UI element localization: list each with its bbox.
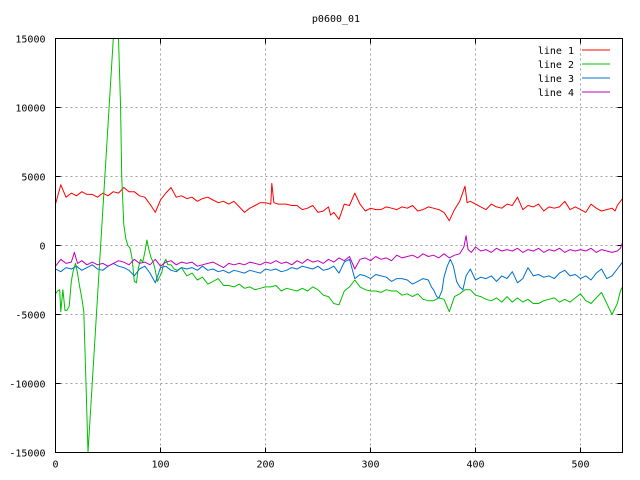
legend-label: line 2 — [538, 60, 574, 71]
legend-label: line 1 — [538, 46, 574, 57]
series-line-4 — [55, 235, 623, 270]
x-tick-label: 400 — [466, 460, 484, 471]
y-tick-label: 0 — [39, 242, 45, 253]
x-tick-label: 0 — [52, 460, 58, 471]
y-tick-label: -10000 — [9, 380, 45, 391]
y-tick-label: 15000 — [15, 35, 45, 46]
grid — [55, 38, 623, 453]
y-tick-label: -5000 — [15, 311, 45, 322]
x-tick-label: 100 — [151, 460, 169, 471]
series-line-1 — [55, 182, 623, 222]
x-tick-label: 200 — [256, 460, 274, 471]
series-line-3 — [55, 258, 623, 299]
legend-label: line 4 — [538, 88, 574, 99]
y-tick-label: -15000 — [9, 449, 45, 460]
legend-label: line 3 — [538, 74, 574, 85]
axis-ticks: 0 100 200 300 400 500 -15000 -10000 -5000 0 5000 10… — [9, 35, 623, 471]
series-line-2 — [55, 38, 623, 453]
x-tick-label: 300 — [361, 460, 379, 471]
y-tick-label: 10000 — [15, 104, 45, 115]
y-tick-label: 5000 — [21, 173, 45, 184]
legend: line 1 line 2 line 3 line 4 — [538, 46, 610, 99]
chart-title: p0600_01 — [312, 14, 360, 25]
plot-frame — [55, 38, 623, 453]
series-lines — [55, 38, 623, 453]
x-tick-label: 500 — [571, 460, 589, 471]
